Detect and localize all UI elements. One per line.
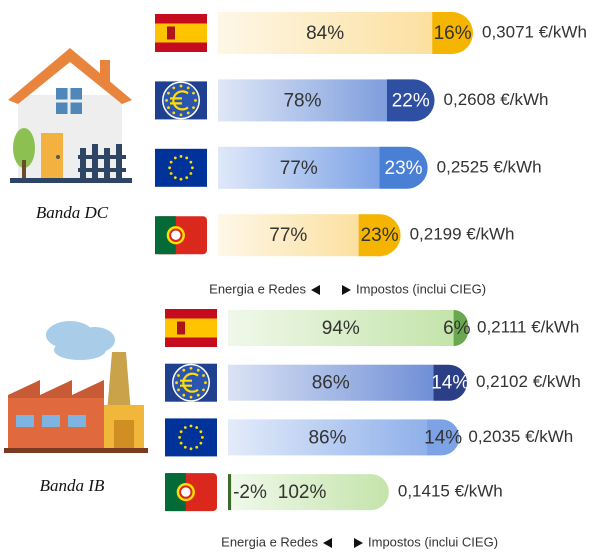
factory-icon (4, 321, 148, 453)
legend-label: Energia e Redes (221, 534, 318, 549)
tax-label: 23% (361, 225, 399, 246)
legend-label: Energia e Redes (209, 281, 306, 296)
tax-label: 16% (434, 23, 472, 44)
tax-label: 14% (431, 373, 469, 394)
tax-bar (358, 214, 401, 257)
flag-ecb (165, 363, 217, 402)
legend-arrow-right (354, 538, 363, 548)
tax-bar (386, 79, 435, 122)
tax-bar (432, 12, 473, 54)
energy-label: 77% (269, 225, 307, 246)
price-label: 0,2102 €/kWh (476, 372, 581, 391)
price-label: 0,2525 €/kWh (437, 157, 542, 176)
price-label: 0,2035 €/kWh (468, 427, 573, 446)
flag-pt (165, 473, 217, 512)
energy-bar (228, 419, 427, 456)
energy-bar (218, 79, 387, 122)
energy-label: 78% (283, 90, 321, 111)
flag-es (155, 14, 207, 52)
energy-bar (218, 214, 359, 257)
tax-label: 22% (392, 90, 430, 111)
tax-label: 14% (424, 427, 462, 448)
legend-arrow-left (323, 538, 332, 548)
energy-label: 77% (280, 158, 318, 179)
energy-bar (218, 12, 433, 54)
energy-label: 84% (306, 23, 344, 44)
panel-label: Banda DC (36, 203, 109, 222)
price-label: 0,2608 €/kWh (444, 90, 549, 109)
tax-bar (433, 364, 467, 401)
energy-bar (228, 364, 434, 401)
flag-es (165, 309, 217, 347)
tax-bar (379, 146, 428, 189)
energy-bar (218, 146, 380, 189)
flag-ecb (155, 81, 207, 120)
price-label: 0,3071 €/kWh (482, 22, 587, 41)
flag-eu (155, 148, 207, 187)
tax-label: 6% (443, 318, 471, 339)
legend-arrow-right (342, 285, 351, 295)
tax-bar (426, 419, 460, 456)
tax-bar (453, 310, 468, 346)
panel-label: Banda IB (40, 476, 105, 495)
price-label: 0,2199 €/kWh (410, 225, 515, 244)
tax-label: -2% (233, 482, 267, 503)
tax-bar (228, 474, 232, 511)
energy-label: 102% (278, 482, 327, 503)
legend-label: Impostos (inclui CIEG) (368, 534, 498, 549)
flag-eu (165, 418, 217, 457)
price-label: 0,1415 €/kWh (398, 482, 503, 501)
legend-arrow-left (311, 285, 320, 295)
energy-bar (228, 310, 454, 346)
energy-label: 94% (322, 318, 360, 339)
energy-bar (231, 474, 389, 511)
legend-label: Impostos (inclui CIEG) (356, 281, 486, 296)
energy-label: 86% (308, 427, 346, 448)
house-icon (8, 48, 132, 183)
energy-label: 86% (312, 373, 350, 394)
flag-pt (155, 216, 207, 255)
price-label: 0,2111 €/kWh (477, 317, 579, 336)
tax-label: 23% (385, 158, 423, 179)
